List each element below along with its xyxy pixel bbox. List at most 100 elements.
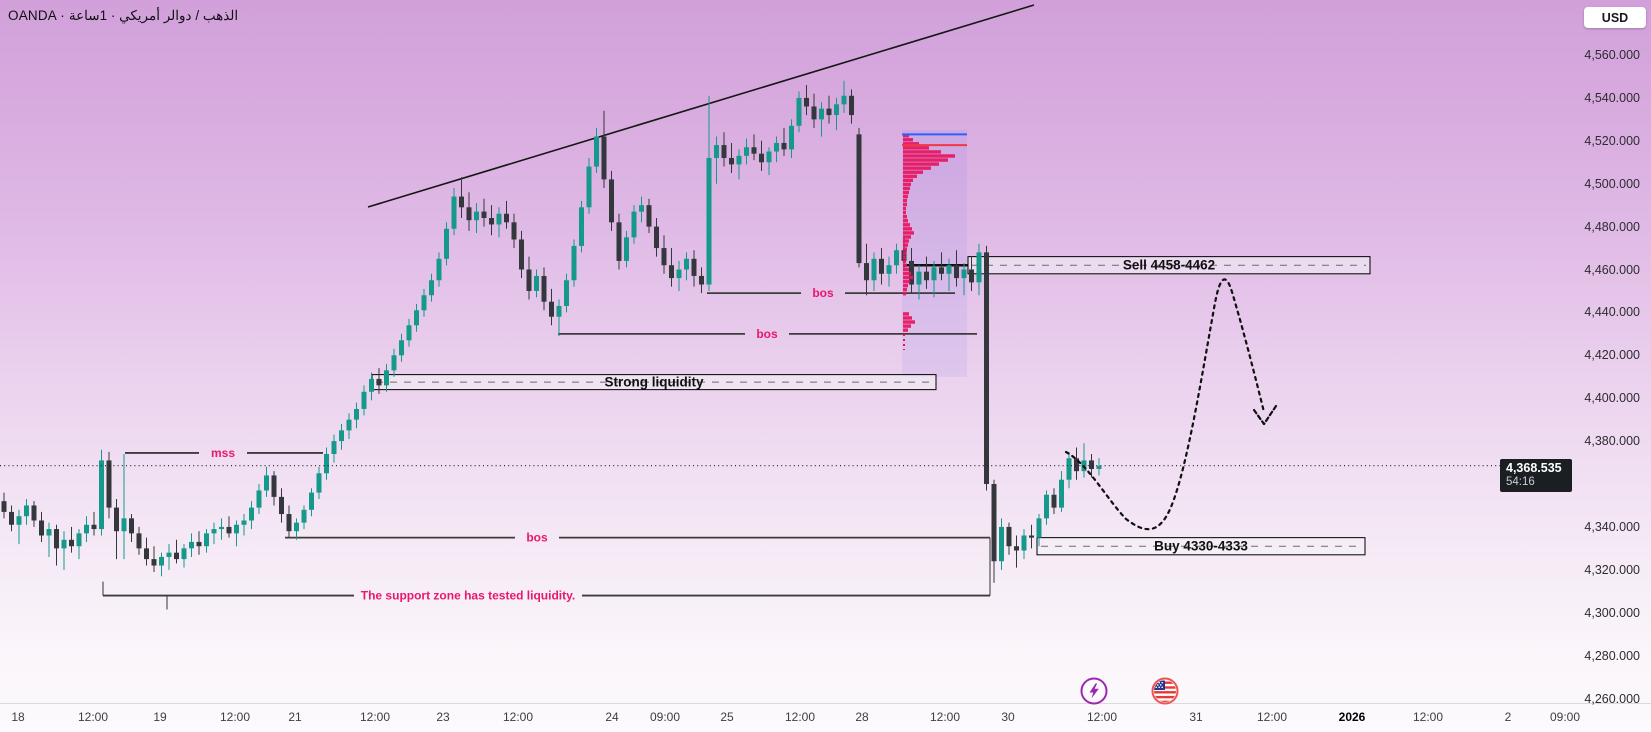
symbol-title: OANDA · ةعاس1 · يكيرمأ رلاود / بهذلا — [8, 8, 239, 23]
profile-bar — [903, 134, 909, 138]
candle-body — [279, 496, 284, 515]
candle-body — [871, 258, 877, 281]
profile-bar — [903, 170, 923, 174]
candle-body — [354, 408, 359, 420]
profile-bar — [903, 247, 907, 251]
candle-body — [586, 166, 592, 208]
profile-bar — [903, 320, 915, 324]
candle-body — [834, 104, 839, 116]
candle-body — [669, 265, 674, 279]
candle-body — [249, 507, 254, 521]
candle-body — [534, 275, 539, 291]
candle-body — [639, 205, 644, 212]
candle-body — [976, 252, 982, 283]
candle-body — [1059, 479, 1064, 508]
price-tick-label: 4,520.000 — [1584, 133, 1640, 148]
candle-body — [24, 505, 29, 517]
time-tick-label: 09:00 — [1549, 710, 1581, 724]
candle-body — [526, 269, 532, 291]
candle-body — [151, 559, 157, 566]
candle-body — [736, 155, 742, 165]
candle-body — [579, 207, 584, 246]
level-label[interactable]: bos — [812, 286, 834, 300]
candle-body — [714, 145, 719, 158]
volume-profile[interactable] — [903, 134, 955, 350]
candle-body — [511, 222, 517, 240]
time-tick-label: 12:00 — [219, 710, 251, 724]
time-tick-label: 30 — [1001, 710, 1015, 724]
candle-body — [121, 518, 127, 532]
structure-level-lines[interactable]: bos bos mss bos The support zone has tested … — [102, 263, 991, 610]
candle-body — [969, 269, 974, 283]
profile-bar — [903, 255, 906, 259]
candle-body — [931, 267, 937, 281]
candle-body — [856, 134, 862, 264]
profile-bar — [903, 154, 955, 158]
trendline — [367, 4, 1035, 208]
candle-body — [594, 136, 599, 167]
time-tick-label: 24 — [605, 710, 619, 724]
currency-usd-button[interactable]: USD — [1584, 7, 1646, 28]
candle-body — [166, 552, 172, 557]
zone-label[interactable]: Buy 4330-4333 — [1154, 539, 1248, 554]
candle-body — [571, 245, 577, 281]
profile-bar — [903, 328, 908, 332]
time-axis-separator — [0, 703, 1651, 704]
candle-body — [1029, 535, 1034, 538]
time-tick-label: 31 — [1189, 710, 1203, 724]
candle-body — [549, 301, 554, 317]
candle-body — [444, 228, 449, 259]
candle-body — [991, 484, 997, 562]
candle-body — [76, 533, 82, 547]
profile-bar — [903, 279, 910, 284]
candle-body — [541, 275, 547, 302]
price-tick-label: 4,480.000 — [1584, 219, 1640, 234]
time-tick-label: 2026 — [1338, 710, 1366, 724]
level-label[interactable]: mss — [211, 446, 235, 460]
fixed-range-lines[interactable] — [902, 133, 967, 147]
profile-bar — [903, 287, 907, 292]
level-label[interactable]: bos — [526, 531, 548, 545]
candle-body — [564, 280, 569, 306]
time-tick-label: 25 — [720, 710, 734, 724]
profile-bar — [903, 271, 911, 276]
time-tick-label: 23 — [436, 710, 450, 724]
candle-body — [684, 258, 689, 270]
candle-body — [91, 524, 97, 530]
candle-body — [1, 501, 7, 512]
level-label[interactable]: The support zone has tested liquidity. — [361, 589, 575, 603]
candle-body — [519, 239, 524, 270]
profile-bar — [903, 263, 907, 268]
economic-event-lightning-icon[interactable] — [1080, 677, 1108, 705]
candle-body — [459, 196, 464, 208]
level-label[interactable]: bos — [756, 327, 778, 341]
candle-body — [1044, 494, 1049, 519]
candle-body — [556, 305, 562, 317]
profile-bar — [903, 231, 914, 235]
trendline-layer[interactable] — [367, 4, 1035, 208]
profile-bar — [903, 190, 909, 195]
price-tick-label: 4,300.000 — [1584, 605, 1640, 620]
candle-body — [316, 473, 322, 493]
candle-body — [46, 529, 52, 536]
time-tick-label: 12:00 — [502, 710, 534, 724]
price-tick-label: 4,400.000 — [1584, 391, 1640, 406]
candle-body — [466, 207, 472, 221]
profile-bar — [903, 202, 907, 207]
zone-label[interactable]: Sell 4458-4462 — [1123, 258, 1215, 273]
candle-body — [946, 265, 952, 274]
last-price-badge: 4,368.535 54:16 — [1500, 458, 1572, 492]
supply-demand-zones[interactable]: Sell 4458-4462 Strong liquidity Buy 4330-4… — [371, 256, 1371, 556]
candle-body — [676, 269, 682, 279]
candle-body — [144, 548, 149, 560]
us-economic-event-flag-icon[interactable] — [1151, 677, 1179, 705]
bar-countdown: 54:16 — [1506, 475, 1535, 488]
candle-body — [909, 260, 914, 285]
zone-label[interactable]: Strong liquidity — [605, 375, 704, 390]
candle-body — [999, 526, 1004, 562]
projection-arrow[interactable] — [1064, 278, 1278, 531]
candle-body — [376, 378, 382, 386]
candle-body — [766, 151, 772, 163]
